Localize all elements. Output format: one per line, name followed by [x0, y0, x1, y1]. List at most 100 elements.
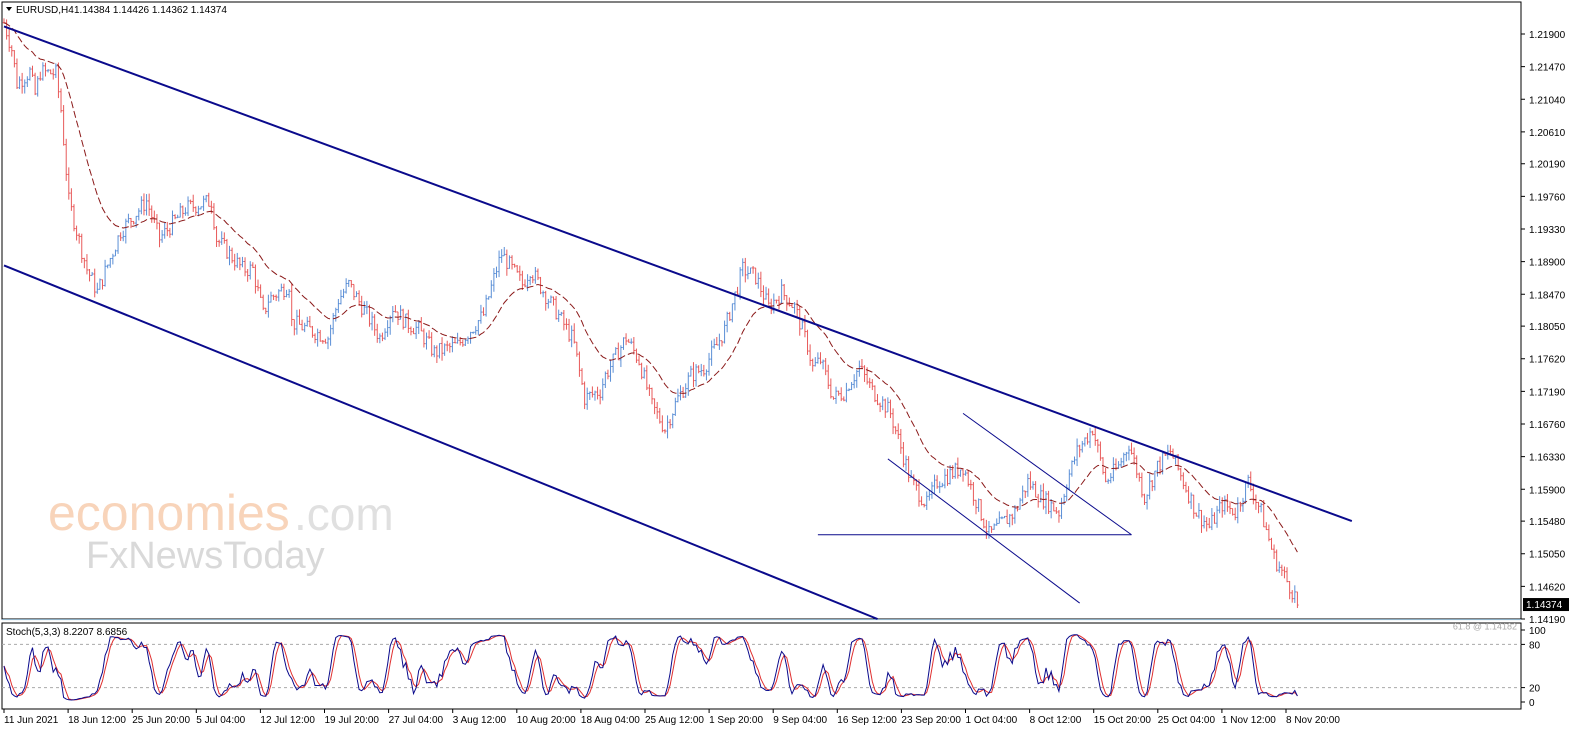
- candle: [295, 309, 299, 335]
- candle: [52, 68, 55, 80]
- candle: [1003, 515, 1006, 519]
- candle: [70, 188, 73, 211]
- candle: [824, 357, 827, 376]
- time-tick-label: 10 Aug 20:00: [517, 715, 576, 726]
- chart-header: EURUSD,H4 1.14384 1.14426 1.14362 1.1437…: [6, 5, 227, 16]
- candle: [1148, 473, 1151, 500]
- candle: [744, 257, 747, 283]
- candle: [902, 441, 905, 468]
- candle: [635, 348, 638, 363]
- candle: [440, 337, 444, 361]
- candle: [280, 283, 283, 292]
- candle: [630, 338, 633, 345]
- candle: [1091, 430, 1094, 436]
- candle: [20, 72, 24, 94]
- candle: [922, 503, 926, 508]
- candle: [894, 426, 897, 435]
- candle: [1096, 438, 1100, 453]
- candle: [497, 250, 501, 278]
- candle: [1239, 501, 1242, 512]
- candle: [928, 489, 931, 501]
- candle: [1057, 509, 1061, 523]
- candle: [236, 252, 239, 268]
- candle: [1259, 502, 1263, 513]
- candle: [1106, 478, 1110, 484]
- candle: [33, 72, 37, 96]
- candle: [464, 339, 467, 347]
- candle: [184, 207, 187, 216]
- candle: [85, 254, 89, 275]
- candle: [692, 362, 695, 388]
- candle: [500, 249, 503, 263]
- candle: [972, 482, 975, 506]
- candle: [49, 69, 52, 75]
- candle: [140, 196, 143, 215]
- candle: [1104, 468, 1107, 483]
- candle: [1052, 502, 1055, 512]
- candle: [1254, 494, 1258, 510]
- candle: [998, 511, 1001, 524]
- candle: [1024, 490, 1027, 499]
- candle: [819, 352, 822, 365]
- candle: [614, 347, 617, 355]
- candle: [425, 332, 428, 350]
- candle: [147, 193, 151, 216]
- stoch-tick-label: 100: [1529, 626, 1546, 637]
- candle: [889, 399, 892, 419]
- candle: [1293, 585, 1297, 603]
- price-pane-frame: [1, 1, 1522, 620]
- candle: [363, 301, 366, 315]
- candle: [598, 389, 602, 405]
- candle: [1005, 509, 1009, 524]
- candle: [554, 296, 558, 320]
- stoch-lines: [3, 634, 1298, 701]
- candle: [41, 62, 45, 81]
- time-tick-label: 23 Sep 20:00: [901, 715, 961, 726]
- candle: [948, 465, 952, 485]
- candle: [904, 455, 908, 471]
- candle: [186, 196, 190, 216]
- price-tick-label: 1.20190: [1529, 160, 1566, 171]
- wedge-lower: [887, 458, 1080, 604]
- candle: [7, 29, 11, 52]
- time-tick-label: 1 Nov 12:00: [1222, 715, 1276, 726]
- candle: [199, 206, 203, 210]
- candle: [285, 289, 288, 298]
- candle: [694, 364, 698, 387]
- candle: [575, 341, 579, 357]
- candle: [417, 320, 420, 335]
- candle: [31, 65, 34, 77]
- candle: [59, 88, 63, 113]
- candle: [129, 217, 133, 229]
- time-tick-label: 18 Aug 04:00: [581, 715, 640, 726]
- candle: [482, 307, 485, 316]
- candle: [510, 255, 514, 270]
- candle: [360, 295, 363, 318]
- candle: [142, 193, 146, 216]
- candle: [461, 339, 464, 347]
- candle: [871, 379, 874, 391]
- candle: [181, 205, 185, 219]
- ma-line: [3, 22, 1298, 553]
- candle: [1262, 500, 1265, 528]
- candle: [925, 491, 928, 510]
- candle: [1226, 494, 1229, 512]
- time-tick-label: 1 Oct 04:00: [966, 715, 1018, 726]
- candle: [552, 296, 555, 306]
- candle: [674, 397, 677, 416]
- candle: [798, 305, 801, 336]
- candle: [347, 279, 350, 287]
- candle: [713, 338, 716, 349]
- candle: [814, 357, 817, 367]
- candle: [941, 482, 944, 488]
- candle: [715, 337, 718, 346]
- candle: [1055, 507, 1058, 514]
- collapse-triangle-icon[interactable]: [6, 7, 12, 11]
- price-tick-label: 1.21900: [1529, 30, 1566, 41]
- candle: [407, 309, 410, 334]
- candle: [684, 383, 687, 398]
- candle: [1166, 444, 1170, 460]
- candle: [344, 278, 348, 294]
- candle: [298, 309, 301, 325]
- candle: [977, 498, 980, 512]
